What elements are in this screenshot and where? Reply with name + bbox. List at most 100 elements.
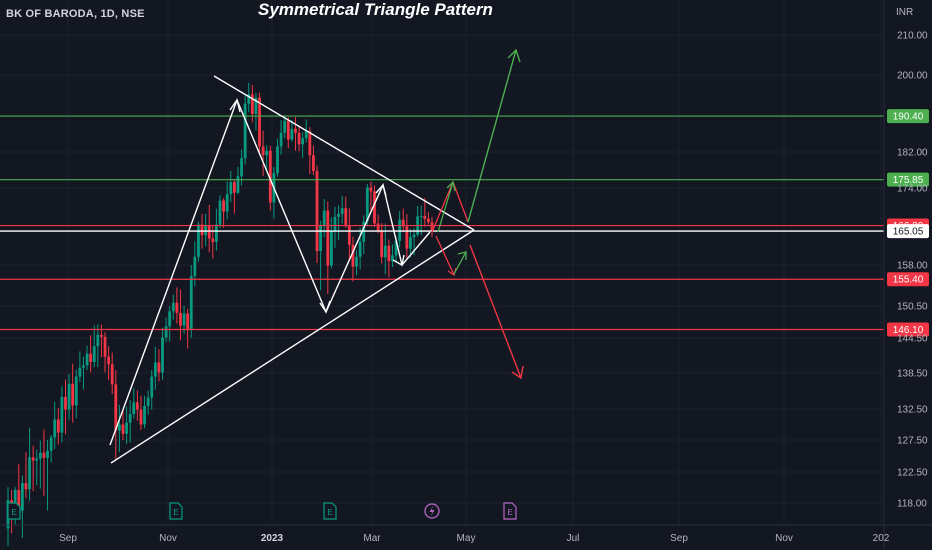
- currency-label: INR: [896, 7, 914, 18]
- candle: [42, 429, 46, 497]
- earnings-event-icon[interactable]: E: [7, 502, 21, 520]
- candle: [380, 223, 384, 264]
- price-tick-label: 138.50: [897, 369, 928, 380]
- level-badge-label: 190.40: [893, 112, 924, 123]
- level-badge-label: 165.05: [893, 227, 924, 238]
- level-badge: [887, 322, 929, 337]
- candle: [409, 228, 412, 258]
- candle: [376, 214, 380, 234]
- zigzag-arrowhead-2: [319, 300, 331, 314]
- level-badge: [887, 224, 929, 239]
- candle: [125, 406, 128, 444]
- candle: [161, 327, 164, 380]
- candle: [419, 205, 423, 236]
- candle: [110, 352, 114, 394]
- time-tick-label: 202: [873, 533, 890, 544]
- time-tick-label: Nov: [775, 533, 793, 544]
- green-breakout-arrowhead: [507, 48, 521, 63]
- candle: [240, 149, 243, 186]
- candle: [38, 440, 42, 489]
- candle: [297, 125, 301, 152]
- candle: [17, 463, 21, 511]
- candle: [276, 138, 279, 177]
- green-arrow-up-small[interactable]: [437, 181, 454, 233]
- red-breakdown-arrowhead: [511, 365, 524, 380]
- candle: [215, 208, 218, 251]
- candle: [171, 294, 175, 320]
- earnings-event-icon[interactable]: E: [169, 502, 183, 520]
- candle: [283, 115, 287, 139]
- time-axis[interactable]: Sep Nov 2023 Mar May Jul Sep Nov 202: [0, 524, 932, 544]
- candle: [308, 127, 312, 175]
- candle: [229, 170, 233, 202]
- candle: [78, 351, 82, 382]
- dividend-event-icon[interactable]: [424, 503, 440, 519]
- candle: [107, 346, 111, 381]
- candle: [423, 198, 427, 227]
- candle: [56, 407, 60, 445]
- candle: [146, 390, 150, 415]
- candle: [175, 287, 179, 324]
- red-arrow-down-small[interactable]: [435, 235, 455, 276]
- price-tick-label: 122.50: [897, 468, 928, 479]
- price-tick-label: 200.00: [897, 71, 928, 82]
- candle: [362, 215, 366, 254]
- candle: [74, 369, 78, 419]
- zigzag-wave[interactable]: [109, 98, 431, 446]
- candle: [132, 388, 136, 419]
- candle: [279, 119, 283, 155]
- candle: [250, 84, 254, 123]
- triangle-upper-line[interactable]: [213, 75, 475, 231]
- candle: [272, 166, 276, 219]
- candle: [401, 208, 405, 233]
- candle: [222, 198, 225, 228]
- candle: [301, 132, 305, 158]
- candle: [28, 427, 31, 501]
- candle: [186, 308, 190, 349]
- level-badge: [887, 172, 929, 187]
- candle: [326, 201, 330, 294]
- candle: [85, 345, 89, 371]
- candle: [96, 324, 100, 368]
- candle: [254, 92, 258, 131]
- time-tick-label: Sep: [59, 533, 77, 544]
- candle: [340, 195, 344, 224]
- earnings-event-icon[interactable]: E: [503, 502, 517, 520]
- candle: [20, 475, 24, 539]
- candle: [92, 325, 96, 368]
- candle: [53, 401, 57, 449]
- pattern-drawings[interactable]: [109, 48, 524, 464]
- green-scenario-small: [431, 180, 469, 233]
- green-arrow-rebound[interactable]: [453, 251, 467, 275]
- candle: [398, 211, 402, 248]
- red-breakdown-arrow[interactable]: [469, 244, 522, 379]
- symbol-label: BK OF BARODA, 1D, NSE: [6, 8, 145, 20]
- zigzag-arrowhead-4: [392, 254, 405, 267]
- svg-text:E: E: [11, 508, 16, 517]
- level-badge-label: 146.10: [893, 325, 924, 336]
- candle: [290, 119, 294, 142]
- price-axis[interactable]: 210.00 200.00 182.00 174.00 158.00 150.50 144.…: [883, 0, 928, 550]
- candle: [31, 445, 35, 492]
- triangle-lower-line[interactable]: [110, 229, 475, 464]
- time-tick-label: 2023: [261, 533, 284, 544]
- candle: [427, 212, 430, 225]
- green-breakout-arrow[interactable]: [467, 49, 517, 223]
- candle: [286, 117, 290, 149]
- level-badge: [887, 109, 929, 124]
- time-tick-label: Jul: [567, 533, 580, 544]
- candle: [355, 250, 358, 276]
- level-badge: [887, 272, 929, 287]
- candle: [247, 82, 251, 113]
- earnings-event-icon[interactable]: E: [323, 502, 337, 520]
- price-tick-label: 144.50: [897, 334, 928, 345]
- candle: [100, 324, 103, 358]
- candle: [261, 130, 265, 176]
- candle: [67, 374, 71, 420]
- candle: [150, 370, 154, 410]
- candle: [128, 400, 132, 443]
- time-tick-label: Mar: [363, 533, 381, 544]
